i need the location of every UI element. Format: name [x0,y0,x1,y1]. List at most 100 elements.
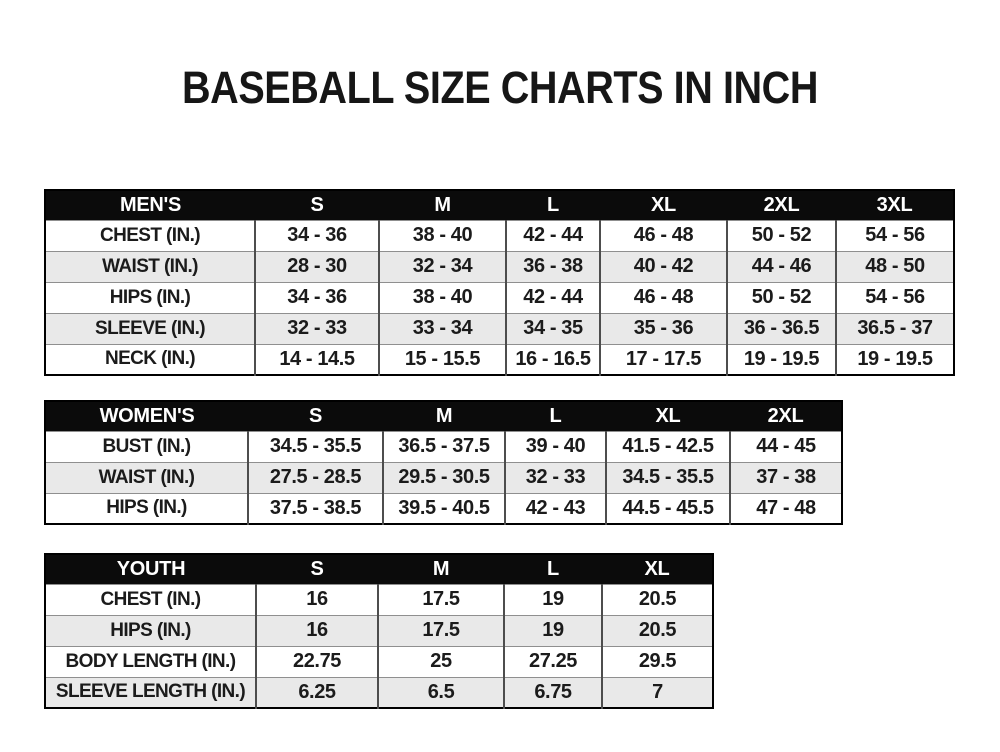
size-header-cell: L [506,190,600,220]
measure-label-cell: HIPS (IN.) [45,281,255,313]
womens-header-row: WOMEN'S S M L XL 2XL [45,401,842,431]
size-value-cell: 14 - 14.5 [254,343,379,375]
size-value-cell: 16 - 16.5 [505,343,600,375]
size-value-cell: 27.5 - 28.5 [247,461,383,493]
size-value-cell: 50 - 52 [726,281,836,313]
size-value-cell: 39.5 - 40.5 [382,492,505,524]
size-value-cell: 15 - 15.5 [378,343,506,375]
youth-size-table: YOUTH S M L XL CHEST (IN.) 16 17.5 19 20.5 HIPS (I… [44,553,714,709]
size-value-cell: 20.5 [601,583,713,615]
table-row: NECK (IN.) 14 - 14.5 15 - 15.5 16 - 16.5 17 … [45,343,954,375]
size-value-cell: 36.5 - 37 [835,312,954,344]
measure-label-cell: BUST (IN.) [45,430,248,462]
size-value-cell: 34 - 36 [254,219,379,251]
size-value-cell: 36 - 38 [505,250,600,282]
size-value-cell: 28 - 30 [254,250,379,282]
size-value-cell: 42 - 43 [504,492,606,524]
size-value-cell: 25 [377,645,504,677]
size-header-cell: XL [600,190,727,220]
size-value-cell: 32 - 33 [254,312,379,344]
table-row: HIPS (IN.) 34 - 36 38 - 40 42 - 44 46 - 48 50… [45,281,954,313]
size-value-cell: 37.5 - 38.5 [247,492,383,524]
size-value-cell: 54 - 56 [835,281,954,313]
measure-label-cell: WAIST (IN.) [45,250,255,282]
measure-label-cell: CHEST (IN.) [45,583,256,615]
measure-label-cell: WAIST (IN.) [45,461,248,493]
table-row: SLEEVE LENGTH (IN.) 6.25 6.5 6.75 7 [45,676,713,708]
size-value-cell: 38 - 40 [378,219,506,251]
size-value-cell: 7 [601,676,713,708]
size-value-cell: 33 - 34 [378,312,506,344]
womens-size-table: WOMEN'S S M L XL 2XL BUST (IN.) 34.5 - 35.5 36.5… [44,400,843,525]
youth-header-row: YOUTH S M L XL [45,554,713,584]
size-value-cell: 19 - 19.5 [835,343,954,375]
table-row: SLEEVE (IN.) 32 - 33 33 - 34 34 - 35 35 - 36… [45,312,954,344]
size-value-cell: 6.25 [255,676,378,708]
size-header-cell: L [504,554,602,584]
size-value-cell: 19 - 19.5 [726,343,836,375]
mens-size-table: MEN'S S M L XL 2XL 3XL CHEST (IN.) 34 - 36 38 - 4… [44,189,955,376]
size-header-cell: S [255,190,379,220]
size-value-cell: 47 - 48 [729,492,842,524]
size-header-cell: S [248,401,383,431]
mens-table-title-cell: MEN'S [45,190,255,220]
table-row: HIPS (IN.) 37.5 - 38.5 39.5 - 40.5 42 - 43 4… [45,492,842,524]
size-value-cell: 48 - 50 [835,250,954,282]
size-value-cell: 34 - 35 [505,312,600,344]
size-value-cell: 36 - 36.5 [726,312,836,344]
size-header-cell: XL [602,554,713,584]
size-header-cell: S [256,554,378,584]
table-row: CHEST (IN.) 34 - 36 38 - 40 42 - 44 46 - 48 5… [45,219,954,251]
table-row: BODY LENGTH (IN.) 22.75 25 27.25 29.5 [45,645,713,677]
size-header-cell: 2XL [727,190,836,220]
size-value-cell: 46 - 48 [599,281,727,313]
size-value-cell: 50 - 52 [726,219,836,251]
size-value-cell: 36.5 - 37.5 [382,430,505,462]
table-row: WAIST (IN.) 27.5 - 28.5 29.5 - 30.5 32 - 33… [45,461,842,493]
size-value-cell: 6.5 [377,676,504,708]
size-value-cell: 29.5 [601,645,713,677]
size-value-cell: 29.5 - 30.5 [382,461,505,493]
size-header-cell: M [379,190,506,220]
size-value-cell: 40 - 42 [599,250,727,282]
mens-header-row: MEN'S S M L XL 2XL 3XL [45,190,954,220]
table-row: WAIST (IN.) 28 - 30 32 - 34 36 - 38 40 - 42 4… [45,250,954,282]
size-value-cell: 42 - 44 [505,219,600,251]
womens-table-title-cell: WOMEN'S [45,401,248,431]
page-title: BASEBALL SIZE CHARTS IN INCH [182,62,818,113]
size-value-cell: 44.5 - 45.5 [605,492,730,524]
size-value-cell: 34.5 - 35.5 [247,430,383,462]
size-value-cell: 22.75 [255,645,378,677]
size-value-cell: 6.75 [503,676,602,708]
measure-label-cell: HIPS (IN.) [45,492,248,524]
size-header-cell: L [505,401,606,431]
size-value-cell: 54 - 56 [835,219,954,251]
size-value-cell: 37 - 38 [729,461,842,493]
size-value-cell: 17.5 [377,583,504,615]
youth-table-title-cell: YOUTH [45,554,256,584]
size-value-cell: 35 - 36 [599,312,727,344]
measure-label-cell: SLEEVE LENGTH (IN.) [45,676,256,708]
size-header-cell: 2XL [730,401,842,431]
size-value-cell: 44 - 46 [726,250,836,282]
size-value-cell: 17 - 17.5 [599,343,727,375]
size-value-cell: 44 - 45 [729,430,842,462]
size-value-cell: 46 - 48 [599,219,727,251]
measure-label-cell: HIPS (IN.) [45,614,256,646]
size-header-cell: M [378,554,504,584]
size-value-cell: 16 [255,614,378,646]
size-value-cell: 38 - 40 [378,281,506,313]
table-row: BUST (IN.) 34.5 - 35.5 36.5 - 37.5 39 - 40 4… [45,430,842,462]
size-value-cell: 34.5 - 35.5 [605,461,730,493]
size-value-cell: 41.5 - 42.5 [605,430,730,462]
size-value-cell: 32 - 34 [378,250,506,282]
size-value-cell: 27.25 [503,645,602,677]
size-header-cell: XL [606,401,730,431]
table-row: CHEST (IN.) 16 17.5 19 20.5 [45,583,713,615]
size-header-cell: M [383,401,505,431]
size-value-cell: 42 - 44 [505,281,600,313]
measure-label-cell: NECK (IN.) [45,343,255,375]
size-value-cell: 20.5 [601,614,713,646]
measure-label-cell: SLEEVE (IN.) [45,312,255,344]
